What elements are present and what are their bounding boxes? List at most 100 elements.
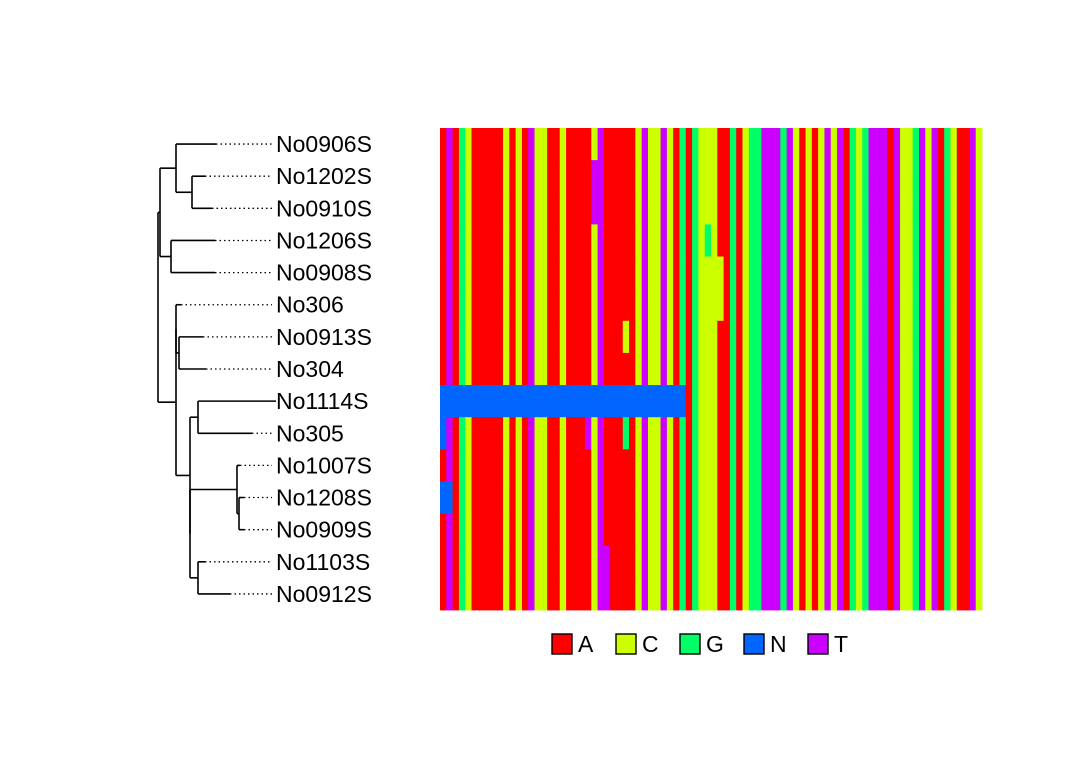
heatmap-cell [660,128,668,161]
heatmap-cell [509,288,517,322]
heatmap-cell [742,577,750,611]
heatmap-cell [900,577,914,611]
heatmap-cell [805,417,813,450]
heatmap-cell [673,352,680,386]
heatmap-cell [521,320,529,354]
heatmap-cell [748,352,762,386]
heatmap-cell [603,352,636,386]
heatmap-cell [685,224,693,257]
heatmap-cell [887,481,895,514]
heatmap-cell [515,545,523,579]
heatmap-cell [547,513,561,547]
heatmap-cell [465,449,472,482]
heatmap-cell [666,417,674,450]
heatmap-cell [893,160,901,193]
heatmap-cell [534,513,548,547]
heatmap-cell [729,417,737,450]
heatmap-cell [792,256,800,290]
heatmap-cell [660,577,668,611]
heatmap-cell [635,128,643,161]
heatmap-cell [660,417,668,450]
heatmap-cell [862,320,869,354]
heatmap-cell [975,513,983,547]
heatmap-cell [717,128,731,161]
heatmap-cell [729,288,737,322]
heatmap-cell [969,513,977,547]
heatmap-cell [559,128,567,161]
heatmap-cell [666,256,674,290]
heatmap-cell [748,449,762,482]
heatmap-cell [937,256,945,290]
heatmap-cell [641,577,649,611]
heatmap-cell [805,481,813,514]
heatmap-cell [837,352,844,386]
heatmap-cell [780,577,788,611]
heatmap-cell [465,160,472,193]
row-label: No304 [276,356,344,382]
heatmap-cell [761,224,781,257]
heatmap-cell [503,256,510,290]
heatmap-cell [685,160,693,193]
heatmap-cell [446,352,453,386]
heatmap-cell [761,513,781,547]
heatmap-cell [937,417,945,450]
heatmap-cell [824,513,832,547]
heatmap-cell [521,417,529,450]
heatmap-cell [547,288,561,322]
heatmap-cell [641,224,649,257]
heatmap-cell [465,417,472,450]
heatmap-cell [521,256,529,290]
heatmap-cell [591,128,598,161]
heatmap-cell [887,513,895,547]
heatmap-cell [912,320,920,354]
heatmap-cell [666,545,674,579]
heatmap-cell [635,417,643,450]
row-label: No0910S [276,195,372,221]
heatmap-cell [729,449,737,482]
heatmap-cell [944,513,951,547]
heatmap-cell [698,481,718,514]
row-label: No1114S [276,388,369,414]
heatmap-cell [635,320,643,354]
heatmap-cell [969,577,977,611]
heatmap-cell [515,320,523,354]
heatmap-cell [956,320,970,354]
heatmap-cell [830,449,838,482]
heatmap-cell [528,192,535,225]
heatmap-cell [603,160,636,193]
heatmap-cell [805,320,813,354]
heatmap-cell [931,385,939,418]
heatmap-cell [471,320,504,354]
heatmap-cell [975,449,983,482]
heatmap-cell [931,160,939,193]
heatmap-cell [440,128,447,161]
heatmap-cell [534,320,548,354]
heatmap-cell [673,577,680,611]
heatmap-cell [515,481,523,514]
heatmap-cell [509,256,517,290]
heatmap-cell [975,577,983,611]
heatmap-cell [635,192,643,225]
heatmap-cell [918,320,926,354]
heatmap-cells [440,128,983,611]
heatmap-cell [862,192,869,225]
heatmap-cell [918,352,926,386]
heatmap-cell [528,449,535,482]
heatmap-cell [918,577,926,611]
heatmap-cell [862,352,869,386]
heatmap-cell [956,481,970,514]
heatmap-cell [931,128,939,161]
heatmap-cell [528,160,535,193]
heatmap-cell [729,385,737,418]
heatmap-cell [956,417,970,450]
heatmap-cell [440,385,687,418]
heatmap-cell [465,192,472,225]
heatmap-cell [591,256,598,290]
heatmap-cell [736,577,743,611]
heatmap-cell [944,417,951,450]
heatmap-cell [440,545,447,579]
heatmap-cell [956,160,970,193]
heatmap-cell [635,256,643,290]
heatmap-cell [786,481,794,514]
heatmap-cell [641,320,649,354]
